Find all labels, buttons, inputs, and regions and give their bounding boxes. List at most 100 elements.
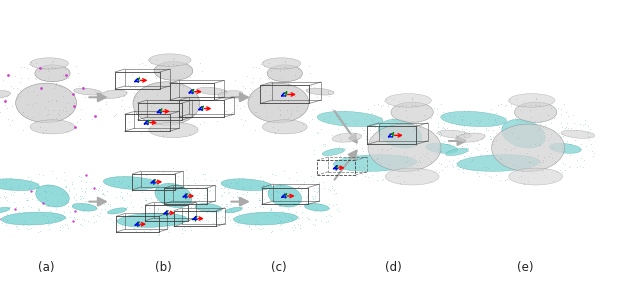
Point: [509, 125, 519, 130]
Point: [545, 151, 556, 155]
Point: [38, 189, 49, 193]
Point: [415, 169, 425, 173]
Point: [280, 60, 290, 65]
Point: [556, 111, 566, 116]
Point: [127, 189, 137, 193]
Point: [95, 88, 106, 93]
Point: [278, 184, 288, 188]
Point: [584, 137, 594, 142]
Point: [172, 219, 182, 224]
Point: [245, 95, 255, 99]
Point: [275, 108, 285, 113]
Point: [4, 176, 15, 180]
Point: [62, 128, 72, 133]
Point: [531, 141, 541, 145]
Point: [331, 114, 341, 118]
Point: [233, 195, 243, 200]
Point: [255, 76, 265, 81]
Point: [307, 117, 317, 122]
Point: [458, 114, 468, 118]
Point: [63, 111, 74, 116]
Point: [123, 83, 133, 87]
Point: [301, 186, 311, 190]
Point: [163, 182, 173, 186]
Point: [435, 130, 445, 134]
Point: [433, 125, 444, 130]
Point: [49, 86, 60, 91]
Text: (e): (e): [516, 261, 533, 274]
Point: [127, 72, 137, 76]
Point: [125, 223, 136, 227]
Point: [536, 119, 546, 124]
Point: [258, 205, 268, 210]
Point: [59, 170, 69, 175]
Point: [38, 131, 48, 135]
Point: [225, 218, 235, 222]
Point: [86, 180, 96, 184]
Point: [463, 109, 473, 113]
Point: [334, 166, 344, 171]
Point: [42, 197, 52, 202]
Point: [122, 205, 132, 210]
Point: [358, 149, 369, 153]
Point: [558, 134, 568, 138]
Point: [387, 144, 397, 148]
Point: [534, 125, 544, 130]
Ellipse shape: [391, 102, 433, 122]
Point: [108, 182, 118, 187]
Point: [536, 168, 547, 172]
Point: [279, 169, 289, 173]
Point: [78, 196, 88, 200]
Point: [275, 219, 285, 223]
Point: [36, 67, 47, 71]
Point: [378, 116, 388, 120]
Point: [133, 62, 143, 67]
Point: [147, 88, 157, 92]
Point: [22, 175, 33, 179]
Point: [27, 64, 37, 69]
Point: [2, 198, 12, 203]
Point: [582, 133, 593, 138]
Point: [557, 161, 568, 165]
Point: [250, 109, 260, 114]
Point: [31, 216, 42, 220]
Point: [389, 164, 399, 168]
Point: [91, 186, 101, 191]
Point: [65, 210, 76, 214]
Point: [276, 203, 286, 207]
Point: [53, 111, 63, 115]
Point: [538, 160, 548, 164]
Point: [364, 141, 374, 146]
Point: [92, 201, 102, 206]
Point: [529, 176, 539, 180]
Point: [124, 85, 134, 89]
Point: [0, 110, 5, 115]
Point: [244, 224, 254, 228]
Point: [496, 102, 506, 106]
Point: [333, 127, 343, 131]
Point: [222, 203, 232, 208]
Point: [254, 196, 264, 200]
Point: [21, 198, 31, 202]
Point: [163, 197, 173, 202]
Point: [483, 117, 493, 121]
Point: [348, 171, 358, 176]
Point: [490, 146, 500, 151]
Point: [498, 160, 508, 165]
Point: [244, 91, 255, 96]
Point: [344, 130, 355, 135]
Point: [418, 159, 428, 164]
Point: [129, 91, 140, 96]
Point: [28, 115, 38, 119]
Point: [188, 210, 198, 215]
Point: [113, 223, 124, 227]
Ellipse shape: [225, 207, 243, 213]
Point: [180, 190, 191, 194]
Point: [292, 89, 303, 94]
Point: [512, 118, 522, 123]
Point: [163, 181, 173, 185]
Point: [254, 198, 264, 203]
Point: [264, 216, 274, 220]
Point: [216, 193, 226, 197]
Point: [220, 94, 230, 99]
